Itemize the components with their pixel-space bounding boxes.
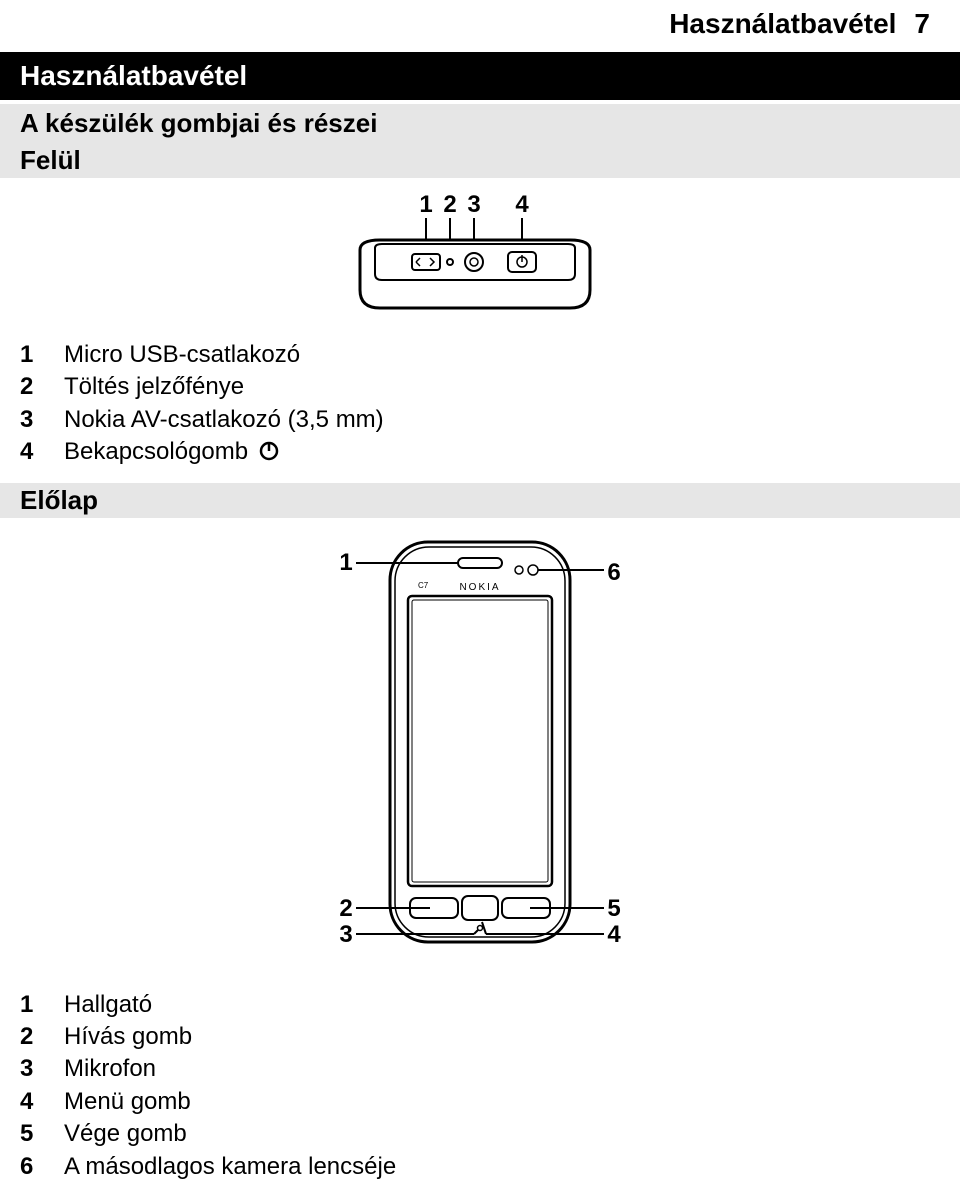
- list-text: Bekapcsológomb: [64, 436, 279, 470]
- list-num: 3: [20, 404, 42, 436]
- list-item: 3 Mikrofon: [20, 1053, 960, 1085]
- front-label-5: 5: [607, 895, 620, 922]
- list-item: 2 Töltés jelzőfénye: [20, 371, 960, 403]
- list-num: 4: [20, 436, 42, 470]
- front-list: 1 Hallgató 2 Hívás gomb 3 Mikrofon 4 Men…: [0, 983, 960, 1195]
- list-text: Hívás gomb: [64, 1021, 192, 1053]
- list-text: A másodlagos kamera lencséje: [64, 1151, 396, 1183]
- list-num: 2: [20, 1021, 42, 1053]
- list-text: Mikrofon: [64, 1053, 156, 1085]
- page-header: Használatbavétel 7: [0, 0, 960, 52]
- front-label-2: 2: [339, 895, 352, 922]
- list-num: 4: [20, 1086, 42, 1118]
- diagram-front: C7 NOKIA 1 6 2 3 5 4: [0, 530, 960, 975]
- list-text: Vége gomb: [64, 1118, 187, 1150]
- header-title: Használatbavétel: [669, 8, 896, 40]
- list-num: 1: [20, 339, 42, 371]
- list-item: 2 Hívás gomb: [20, 1021, 960, 1053]
- power-icon: [259, 438, 279, 470]
- list-item: 1 Hallgató: [20, 989, 960, 1021]
- top-list: 1 Micro USB-csatlakozó 2 Töltés jelzőfén…: [0, 333, 960, 483]
- list-text: Hallgató: [64, 989, 152, 1021]
- diagram-top: 1 2 3 4: [0, 190, 960, 325]
- top-label-3: 3: [467, 191, 480, 218]
- list-num: 5: [20, 1118, 42, 1150]
- list-text: Töltés jelzőfénye: [64, 371, 244, 403]
- list-text: Nokia AV-csatlakozó (3,5 mm): [64, 404, 384, 436]
- subhead-front: Előlap: [0, 483, 960, 518]
- list-item: 6 A másodlagos kamera lencséje: [20, 1151, 960, 1183]
- list-item: 5 Vége gomb: [20, 1118, 960, 1150]
- list-num: 1: [20, 989, 42, 1021]
- list-num: 6: [20, 1151, 42, 1183]
- list-num: 2: [20, 371, 42, 403]
- list-num: 3: [20, 1053, 42, 1085]
- front-label-6: 6: [607, 559, 620, 586]
- list-item: 4 Bekapcsológomb: [20, 436, 960, 470]
- top-label-1: 1: [419, 191, 432, 218]
- top-label-4: 4: [515, 191, 529, 218]
- brand-model: C7: [418, 581, 429, 590]
- section-title: Használatbavétel: [0, 52, 960, 100]
- list-text: Menü gomb: [64, 1086, 191, 1118]
- list-item: 3 Nokia AV-csatlakozó (3,5 mm): [20, 404, 960, 436]
- front-label-3: 3: [339, 921, 352, 948]
- front-label-1: 1: [339, 549, 352, 576]
- subsection-parts: A készülék gombjai és részei: [0, 104, 960, 143]
- list-item: 1 Micro USB-csatlakozó: [20, 339, 960, 371]
- page-number: 7: [914, 8, 930, 40]
- list-text: Micro USB-csatlakozó: [64, 339, 300, 371]
- front-label-4: 4: [607, 921, 621, 948]
- list-item: 4 Menü gomb: [20, 1086, 960, 1118]
- brand-logo: NOKIA: [459, 582, 500, 593]
- top-label-2: 2: [443, 191, 456, 218]
- subhead-top: Felül: [0, 143, 960, 178]
